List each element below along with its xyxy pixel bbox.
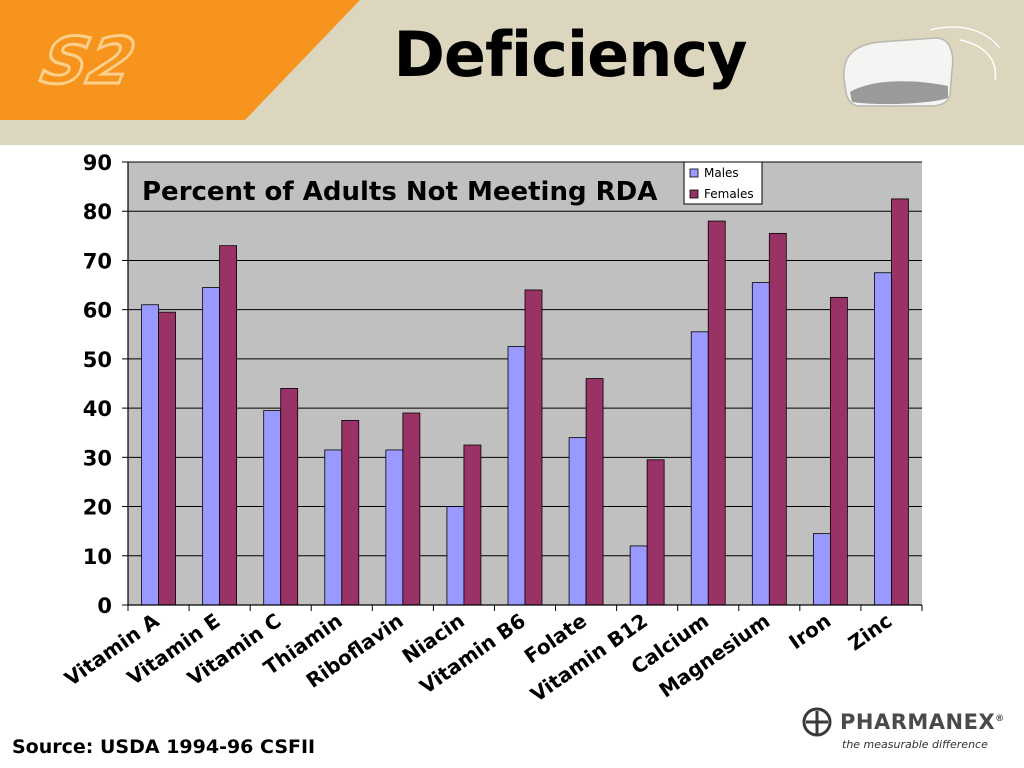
x-tick-label: Zinc	[844, 608, 897, 655]
bar-females-riboflavin	[402, 412, 421, 606]
y-tick-label: 90	[83, 151, 112, 175]
legend: Males Females	[683, 161, 763, 205]
y-tick-label: 30	[83, 446, 112, 470]
x-tick-label: Iron	[784, 608, 835, 654]
brand-mark: ®	[995, 714, 1005, 724]
bar-females-thiamin	[341, 420, 360, 606]
bar-females-zinc	[891, 198, 909, 606]
bar-males-calcium	[690, 331, 709, 606]
y-tick-label: 80	[83, 200, 112, 224]
bar-females-niacin	[463, 444, 482, 606]
pharmanex-logo-icon	[802, 707, 832, 737]
legend-label-males: Males	[704, 166, 739, 180]
bar-males-vitamin-b12	[629, 545, 648, 606]
bar-females-iron	[829, 296, 848, 606]
x-tick-label: Vitamin B6	[415, 608, 530, 698]
bar-males-vitamin-e	[202, 287, 221, 606]
bar-males-zinc	[874, 272, 892, 606]
header-accent-shape	[0, 0, 360, 120]
legend-swatch-males	[689, 168, 699, 178]
bar-females-vitamin-c	[280, 388, 299, 606]
device-illustration	[843, 26, 1001, 107]
axes	[122, 161, 923, 611]
bar-females-vitamin-b6	[524, 289, 543, 606]
bar-males-folate	[568, 437, 587, 606]
bar-females-folate	[585, 378, 604, 606]
y-tick-label: 50	[83, 348, 112, 372]
s2-logo-text: S2	[35, 25, 141, 99]
y-tick-label: 70	[83, 249, 112, 273]
chart-title: Percent of Adults Not Meeting RDA	[142, 177, 657, 207]
brand-name: PHARMANEX®	[840, 710, 1005, 734]
bar-females-calcium	[707, 220, 726, 606]
y-tick-labels: 0 10 20 30 40 50 60 70 80 90	[83, 151, 112, 618]
s2-logo: S2	[33, 23, 142, 100]
brand-name-text: PHARMANEX	[840, 710, 996, 734]
brand-tagline: the measurable difference	[842, 738, 988, 751]
bar-females-vitamin-a	[158, 311, 176, 606]
bar-males-thiamin	[324, 449, 343, 606]
bar-males-niacin	[446, 506, 465, 606]
bar-males-iron	[812, 533, 831, 606]
y-tick-label: 60	[83, 299, 112, 323]
y-tick-label: 40	[83, 397, 112, 421]
source-note: Source: USDA 1994-96 CSFII	[12, 736, 316, 758]
y-tick-label: 20	[83, 496, 112, 520]
y-tick-label: 0	[97, 594, 112, 618]
bar-females-magnesium	[768, 232, 787, 606]
bar-males-vitamin-c	[263, 410, 282, 606]
legend-label-females: Females	[704, 187, 754, 201]
bar-males-vitamin-a	[141, 304, 159, 606]
bar-males-magnesium	[751, 282, 770, 606]
y-tick-label: 10	[83, 545, 112, 569]
page-title: Deficiency	[393, 18, 747, 91]
bars	[141, 198, 909, 606]
legend-swatch-females	[689, 189, 699, 199]
bar-females-vitamin-e	[219, 245, 238, 606]
bar-females-vitamin-b12	[646, 459, 665, 606]
bar-males-vitamin-b6	[507, 346, 526, 606]
bar-males-riboflavin	[385, 449, 404, 606]
